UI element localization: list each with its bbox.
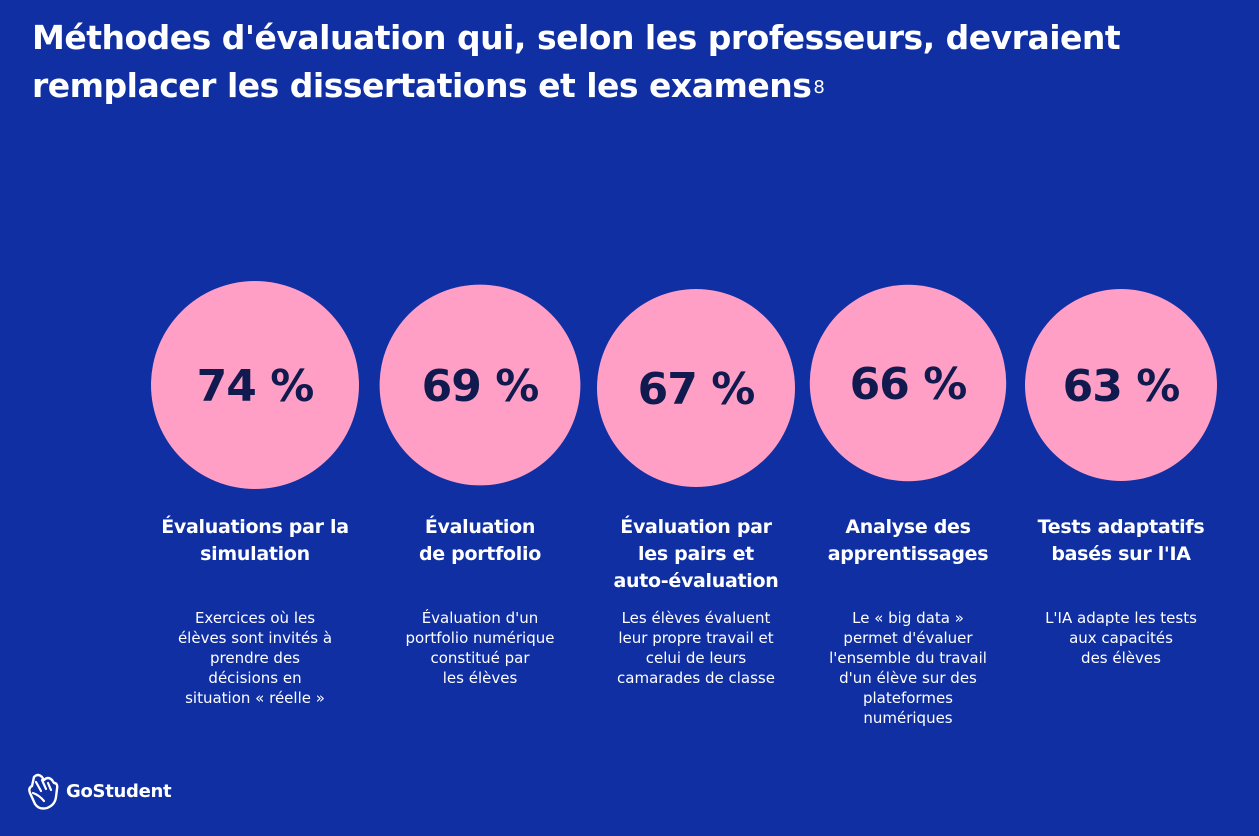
footnote-marker: 8 <box>813 77 825 98</box>
value-label: 69 % <box>422 361 539 412</box>
value-label: 74 % <box>197 361 314 412</box>
value-circle <box>809 284 1007 482</box>
chart-title-text: Méthodes d'évaluation qui, selon les pro… <box>32 18 1121 105</box>
value-circle <box>597 289 795 487</box>
category-description: Évaluation d'un portfolio numérique cons… <box>405 609 555 687</box>
value-circle <box>379 284 581 486</box>
category-description: Exercices où les élèves sont invités à p… <box>177 609 333 707</box>
value-label: 67 % <box>638 364 755 415</box>
category-title: Tests adaptatifs basés sur l'IA <box>1037 516 1205 565</box>
category-title: Évaluation par les pairs et auto-évaluat… <box>613 516 779 592</box>
category-title: Analyse des apprentissages <box>827 516 989 565</box>
value-label: 63 % <box>1063 361 1180 412</box>
category-title: Évaluations par la simulation <box>161 516 349 565</box>
value-circle <box>151 281 359 489</box>
gostudent-logo: GoStudent <box>26 771 172 811</box>
value-label: 66 % <box>850 359 967 410</box>
category-description: Les élèves évaluent leur propre travail … <box>617 609 775 687</box>
value-circle <box>1025 289 1217 481</box>
logo-text: GoStudent <box>66 780 172 802</box>
category-title: Évaluation de portfolio <box>418 516 541 565</box>
category-description: Le « big data » permet d'évaluer l'ensem… <box>829 609 987 727</box>
category-description: L'IA adapte les tests aux capacités des … <box>1045 609 1197 667</box>
gostudent-hand-icon <box>28 773 59 810</box>
chart-title: Méthodes d'évaluation qui, selon les pro… <box>32 14 1212 110</box>
